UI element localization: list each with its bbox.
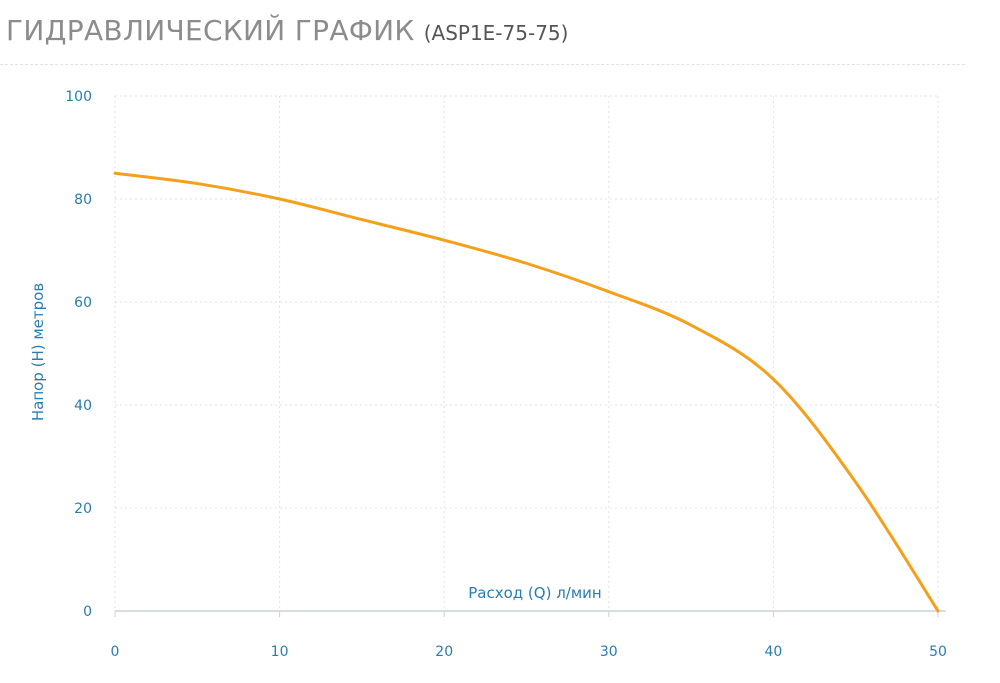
- y-tick-label: 100: [65, 89, 92, 105]
- title-divider: [0, 64, 965, 65]
- y-tick-label: 60: [74, 295, 92, 311]
- x-tick-label: 50: [929, 644, 947, 660]
- y-tick-label: 20: [74, 501, 92, 517]
- x-tick-label: 0: [111, 644, 120, 660]
- chart-title-main: ГИДРАВЛИЧЕСКИЙ ГРАФИК: [6, 14, 415, 47]
- y-tick-label: 0: [83, 604, 92, 620]
- x-tick-label: 20: [435, 644, 453, 660]
- y-tick-label: 80: [74, 192, 92, 208]
- x-tick-label: 10: [271, 644, 289, 660]
- y-axis-title: Напор (H) метров: [29, 283, 47, 421]
- x-tick-label: 30: [600, 644, 618, 660]
- series-line: [113, 171, 940, 613]
- x-tick-label: 40: [764, 644, 782, 660]
- y-tick-label: 40: [74, 398, 92, 414]
- grid: [115, 95, 939, 611]
- x-axis-title: Расход (Q) л/мин: [468, 584, 601, 602]
- series-layer: [113, 171, 940, 613]
- chart-title: ГИДРАВЛИЧЕСКИЙ ГРАФИК (ASP1E-75-75): [6, 14, 568, 47]
- chart-title-model: (ASP1E-75-75): [423, 21, 569, 45]
- axes: 0 10 20 30 40 50 0 20 40 60 80 100: [65, 89, 947, 660]
